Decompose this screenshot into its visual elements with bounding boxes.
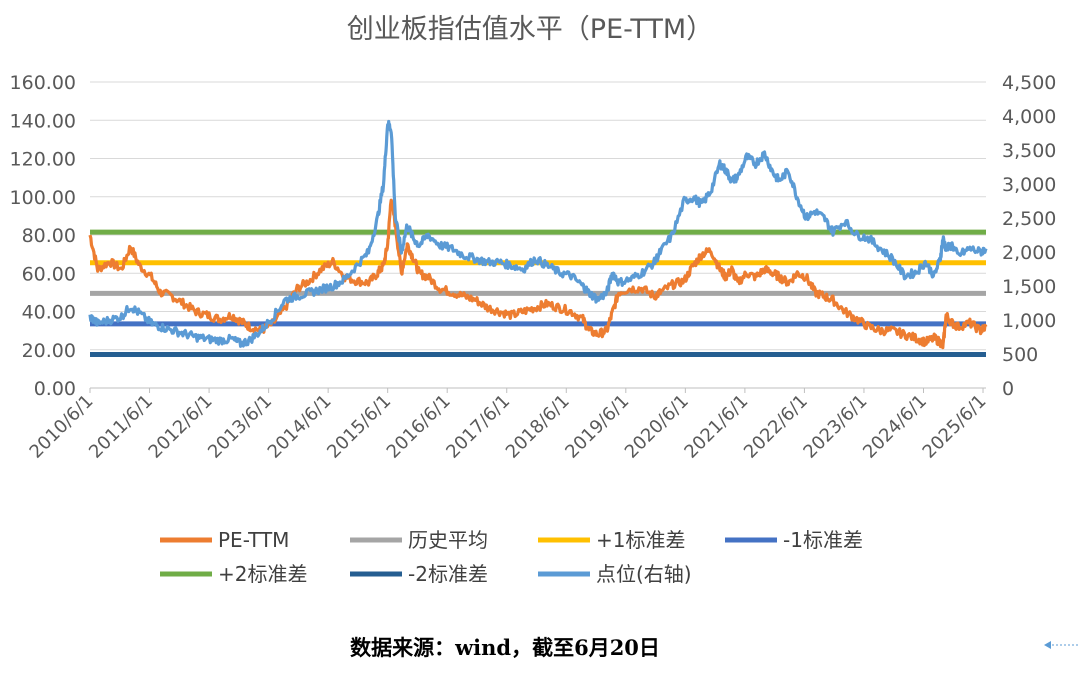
x-tick-label: 2019/6/1 (561, 391, 633, 463)
left-tick-label: 0.00 (34, 378, 76, 400)
x-tick-label: 2025/6/1 (919, 391, 991, 463)
x-tick-label: 2015/6/1 (323, 391, 395, 463)
reference-lines (90, 229, 986, 358)
x-tick-label: 2011/6/1 (85, 391, 157, 463)
x-tick-label: 2017/6/1 (442, 391, 514, 463)
chart-title: 创业板指估值水平（PE-TTM） (347, 14, 713, 45)
right-tick-label: 4,500 (1002, 72, 1056, 94)
right-tick-label: 3,000 (1002, 174, 1056, 196)
right-tick-label: 2,500 (1002, 208, 1056, 230)
source-note: 数据来源：wind，截至6月20日 (350, 635, 660, 660)
right-tick-label: 2,000 (1002, 242, 1056, 264)
series-line (88, 198, 988, 350)
legend-label: -1标准差 (783, 528, 863, 552)
x-tick-label: 2020/6/1 (621, 391, 693, 463)
left-tick-label: 60.00 (22, 263, 76, 285)
x-tick-label: 2021/6/1 (680, 391, 752, 463)
x-tick-label: 2022/6/1 (740, 391, 812, 463)
gridlines (90, 81, 986, 389)
right-tick-label: 1,500 (1002, 276, 1056, 298)
legend-label: -2标准差 (408, 562, 488, 586)
x-tick-label: 2014/6/1 (264, 391, 336, 463)
legend: PE-TTM 历史平均 +1标准差 -1标准差 +2标准差 -2标准差 点位(右轴) (160, 528, 863, 586)
legend-label: 点位(右轴) (596, 562, 692, 586)
left-tick-label: 120.00 (10, 149, 76, 171)
right-tick-label: 500 (1002, 344, 1038, 366)
left-tick-label: 100.00 (10, 187, 76, 209)
series-lines (88, 119, 988, 350)
series-line (88, 119, 988, 348)
legend-label: +2标准差 (218, 562, 307, 586)
legend-label: +1标准差 (596, 528, 685, 552)
left-tick-label: 80.00 (22, 225, 76, 247)
left-axis: 0.00 20.00 40.00 60.00 80.00 100.00 120.00 140.… (10, 72, 76, 400)
x-tick-label: 2023/6/1 (799, 391, 871, 463)
arrow-icon (1044, 641, 1078, 649)
right-tick-label: 3,500 (1002, 140, 1056, 162)
left-tick-label: 20.00 (22, 340, 76, 362)
right-tick-label: 1,000 (1002, 310, 1056, 332)
x-tick-label: 2013/6/1 (204, 391, 276, 463)
left-tick-label: 160.00 (10, 72, 76, 94)
x-axis: 2010/6/12011/6/12012/6/12013/6/12014/6/1… (26, 387, 991, 463)
right-tick-label: 4,000 (1002, 106, 1056, 128)
left-tick-label: 140.00 (10, 110, 76, 132)
x-tick-label: 2018/6/1 (502, 391, 574, 463)
right-tick-label: 0 (1002, 378, 1014, 400)
x-tick-label: 2012/6/1 (145, 391, 217, 463)
x-tick-label: 2010/6/1 (26, 391, 98, 463)
x-tick-label: 2016/6/1 (383, 391, 455, 463)
right-axis: 0 500 1,000 1,500 2,000 2,500 3,000 3,500 4,000 4… (1002, 72, 1056, 400)
x-tick-label: 2024/6/1 (859, 391, 931, 463)
legend-label: PE-TTM (218, 528, 289, 552)
left-tick-label: 40.00 (22, 302, 76, 324)
legend-label: 历史平均 (408, 528, 488, 552)
